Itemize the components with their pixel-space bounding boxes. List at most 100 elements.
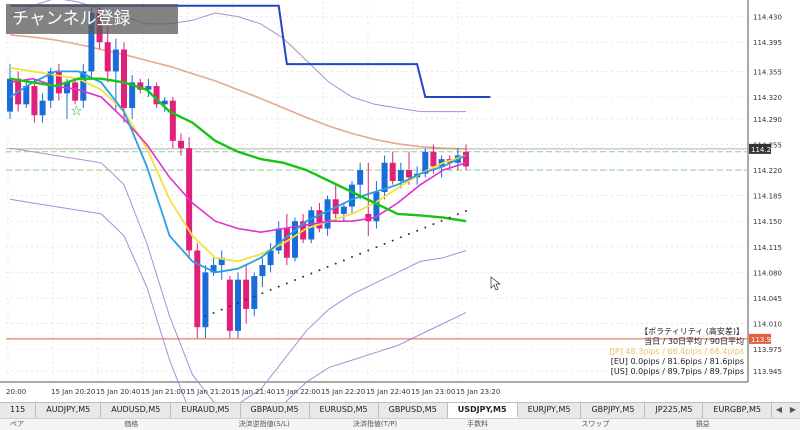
candle-body bbox=[80, 71, 87, 101]
candle-body bbox=[422, 151, 429, 174]
candle-body bbox=[389, 162, 396, 182]
sar-dot bbox=[391, 239, 394, 242]
band-lower-outer-line bbox=[9, 198, 467, 402]
candle-body bbox=[430, 151, 437, 167]
y-tick-label: 114.185 bbox=[753, 193, 782, 201]
sar-dot bbox=[465, 210, 467, 212]
y-tick-label: 114.010 bbox=[753, 321, 782, 329]
terminal-column-header[interactable]: 価格 bbox=[124, 420, 139, 428]
x-tick-label: 15 Jan 20:40 bbox=[96, 388, 140, 396]
terminal-column-header[interactable]: 決済指値(T/P) bbox=[352, 420, 398, 428]
chart-svg: ☆ 114.430 114.395 114.355 114.320 114.290 114.… bbox=[0, 0, 782, 402]
sar-dot bbox=[212, 311, 215, 314]
candle-body bbox=[267, 250, 274, 266]
candle-body bbox=[31, 86, 38, 116]
tab-scroll-left-icon[interactable]: ◀ bbox=[775, 405, 783, 414]
y-tick-label: 114.320 bbox=[753, 94, 782, 102]
candle-body bbox=[88, 12, 95, 72]
x-tick-label: 15 Jan 23:00 bbox=[411, 388, 455, 396]
sar-dot bbox=[334, 262, 337, 265]
tab-115[interactable]: 115 bbox=[0, 403, 37, 418]
candle-body bbox=[39, 100, 46, 116]
sar-dot bbox=[253, 295, 256, 298]
candle-body bbox=[55, 71, 62, 94]
candle-body bbox=[283, 228, 290, 258]
y-tick-labels: 114.430 114.395 114.355 114.320 114.290 114.2… bbox=[753, 14, 782, 376]
ma-magenta-line bbox=[9, 77, 467, 234]
terminal-column-header[interactable]: 手数料 bbox=[467, 420, 489, 428]
terminal-header-strip: ペア 価格 決済逆指値(S/L) 決済指値(T/P) 手数料 スワップ 損益 bbox=[0, 418, 800, 430]
y-tick-label: 114.290 bbox=[753, 116, 782, 124]
tab-eurusd-m5[interactable]: EURUSD,M5 bbox=[310, 403, 379, 418]
sar-dot bbox=[237, 302, 239, 305]
sar-dot bbox=[432, 223, 435, 226]
y-tick-label: 113.975 bbox=[753, 346, 782, 354]
tab-gbpusd-m5[interactable]: GBPUSD,M5 bbox=[379, 403, 448, 418]
tab-usdjpy-m5[interactable]: USDJPY,M5 bbox=[447, 403, 518, 418]
tab-jp225-m5[interactable]: JP225,M5 bbox=[645, 403, 704, 418]
x-tick-label: 15 Jan 22:00 bbox=[276, 388, 320, 396]
sar-dot bbox=[342, 259, 345, 262]
sar-dot bbox=[424, 226, 427, 229]
candle-body bbox=[226, 279, 233, 331]
info-header: 当日 / 30日平均 / 90日平均 bbox=[644, 336, 744, 346]
sar-dot bbox=[261, 292, 264, 295]
candle-body bbox=[161, 100, 168, 105]
x-tick-label: 15 Jan 23:20 bbox=[456, 388, 500, 396]
tab-audjpy-m5[interactable]: AUDJPY,M5 bbox=[36, 403, 102, 418]
candle-body bbox=[121, 49, 127, 108]
terminal-column-header[interactable]: ペア bbox=[10, 420, 24, 428]
sar-dot bbox=[440, 219, 443, 222]
terminal-column-header[interactable]: 損益 bbox=[695, 420, 710, 428]
sar-dot bbox=[302, 275, 305, 278]
terminal-column-header[interactable]: 決済逆指値(S/L) bbox=[238, 420, 290, 428]
candle-body bbox=[349, 184, 355, 207]
tab-audusd-m5[interactable]: AUDUSD,M5 bbox=[101, 403, 172, 418]
info-title: 【ボラティリティ (高安差)】 bbox=[640, 326, 744, 336]
candle-body bbox=[316, 210, 323, 229]
tab-eurgbp-m5[interactable]: EURGBP,M5 bbox=[703, 403, 772, 418]
channel-subscribe-banner[interactable]: チャンネル登録 bbox=[6, 4, 178, 34]
sar-dot bbox=[204, 315, 207, 318]
y-tick-label: 114.150 bbox=[753, 218, 782, 226]
red-level-badge bbox=[749, 333, 771, 344]
sar-dot bbox=[359, 252, 362, 255]
tab-scroll-right-icon[interactable]: ▶ bbox=[789, 405, 797, 414]
candle-body bbox=[381, 162, 388, 192]
info-row: [JP] 48.3pips / 66.4pips / 66.4pips bbox=[609, 347, 744, 356]
candle-body bbox=[292, 221, 298, 258]
candle-body bbox=[340, 206, 347, 214]
x-tick-labels: 20:00 15 Jan 20:20 15 Jan 20:40 15 Jan 21:0… bbox=[6, 388, 500, 396]
y-tick-label: 114.430 bbox=[753, 14, 782, 22]
sar-dot bbox=[375, 246, 378, 249]
sar-dot bbox=[399, 236, 402, 239]
candle-body bbox=[406, 170, 412, 178]
ma-cyan-line bbox=[9, 70, 467, 274]
x-tick-label: 15 Jan 21:00 bbox=[141, 388, 185, 396]
y-tick-label: 114.395 bbox=[753, 39, 782, 47]
sar-dots bbox=[204, 210, 467, 318]
candle-body bbox=[324, 199, 331, 229]
tab-eurjpy-m5[interactable]: EURJPY,M5 bbox=[518, 403, 582, 418]
candle-body bbox=[23, 86, 30, 105]
y-tick-label: 114.355 bbox=[753, 68, 782, 76]
tab-gbpaud-m5[interactable]: GBPAUD,M5 bbox=[241, 403, 310, 418]
mouse-cursor-icon bbox=[490, 276, 502, 291]
candle-body bbox=[243, 279, 250, 309]
volatility-info-panel: 【ボラティリティ (高安差)】当日 / 30日平均 / 90日平均[JP] 48… bbox=[609, 326, 744, 376]
terminal-column-header[interactable]: スワップ bbox=[581, 420, 610, 428]
star-marker-icon: ☆ bbox=[70, 104, 83, 120]
sar-dot bbox=[383, 242, 386, 245]
tab-gbpjpy-m5[interactable]: GBPJPY,M5 bbox=[581, 403, 646, 418]
ma-yellow-line bbox=[9, 66, 467, 263]
sar-dot bbox=[367, 249, 370, 252]
x-tick-label: 15 Jan 20:20 bbox=[51, 388, 95, 396]
tab-euraud-m5[interactable]: EURAUD,M5 bbox=[171, 403, 241, 418]
red-level-label: 113.989 bbox=[751, 336, 780, 344]
candle-body bbox=[194, 250, 201, 328]
x-tick-label: 15 Jan 22:20 bbox=[321, 388, 365, 396]
sar-dot bbox=[351, 256, 353, 259]
sar-dot bbox=[408, 233, 410, 236]
sar-dot bbox=[318, 269, 321, 272]
